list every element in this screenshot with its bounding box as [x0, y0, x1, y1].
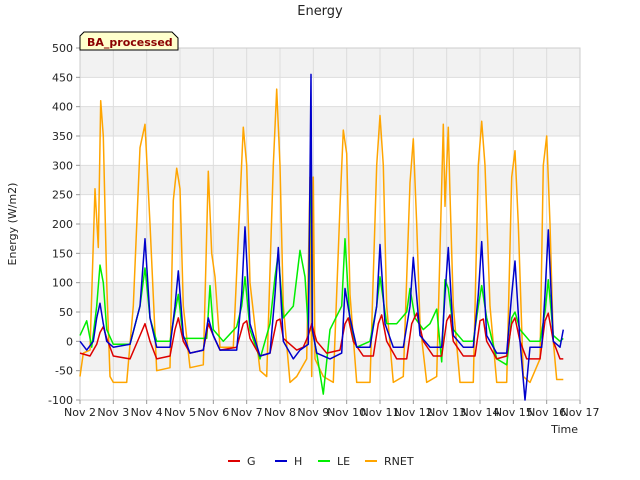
x-axis: Nov 2 Nov 3 Nov 4 Nov 5 Nov 6 Nov 7 Nov 8 Nov 9… — [64, 400, 599, 419]
y-tick-label: -50 — [55, 365, 73, 378]
x-axis-title: Time — [550, 423, 578, 436]
legend-label-h: H — [294, 455, 302, 468]
background-band — [80, 370, 580, 400]
y-tick-label: 300 — [52, 159, 73, 172]
y-tick-label: 250 — [52, 189, 73, 202]
x-tick-label: Nov 4 — [131, 406, 163, 419]
background-band — [80, 106, 580, 136]
y-tick-label: 500 — [52, 42, 73, 55]
y-tick-label: 350 — [52, 130, 73, 143]
x-tick-label: Nov 9 — [297, 406, 329, 419]
series-line-g — [79, 312, 564, 360]
legend: G H LE RNET — [228, 455, 414, 468]
x-tick-label: Nov 15 — [494, 406, 533, 419]
x-tick-label: Nov 16 — [527, 406, 566, 419]
background-band — [80, 136, 580, 166]
y-tick-label: 450 — [52, 71, 73, 84]
y-axis: -100 -50 0 50 100 150 200 250 300 350 400 450 500 — [48, 42, 80, 407]
background-band — [80, 77, 580, 107]
processed-badge: BA_processed — [79, 31, 179, 51]
background-band — [80, 165, 580, 195]
x-tick-label: Nov 11 — [361, 406, 400, 419]
grid-lines — [79, 47, 581, 401]
x-tick-label: Nov 14 — [461, 406, 500, 419]
background-band — [80, 282, 580, 312]
x-tick-label: Nov 13 — [427, 406, 466, 419]
x-tick-label: Nov 6 — [197, 406, 229, 419]
background-band — [80, 194, 580, 224]
x-tick-label: Nov 7 — [231, 406, 263, 419]
x-tick-label: Nov 10 — [327, 406, 366, 419]
y-tick-label: 50 — [59, 306, 73, 319]
badge-label: BA_processed — [87, 36, 173, 49]
x-tick-label: Nov 17 — [561, 406, 600, 419]
legend-label-g: G — [247, 455, 256, 468]
plot-background — [80, 48, 580, 400]
x-tick-label: Nov 5 — [164, 406, 196, 419]
chart-title: Energy — [297, 4, 343, 19]
series-lines — [79, 73, 565, 401]
y-tick-label: -100 — [48, 394, 73, 407]
background-band — [80, 253, 580, 283]
y-tick-label: 150 — [52, 247, 73, 260]
series-line-h — [79, 73, 565, 401]
y-tick-label: 0 — [66, 335, 73, 348]
y-tick-label: 200 — [52, 218, 73, 231]
y-tick-label: 100 — [52, 277, 73, 290]
y-axis-title: Energy (W/m2) — [6, 183, 19, 266]
legend-label-le: LE — [337, 455, 350, 468]
legend-label-rnet: RNET — [384, 455, 414, 468]
y-tick-label: 400 — [52, 101, 73, 114]
x-tick-label: Nov 12 — [394, 406, 433, 419]
x-tick-label: Nov 3 — [97, 406, 129, 419]
x-tick-label: Nov 2 — [64, 406, 96, 419]
background-band — [80, 48, 580, 78]
x-tick-label: Nov 8 — [264, 406, 296, 419]
background-band — [80, 224, 580, 254]
